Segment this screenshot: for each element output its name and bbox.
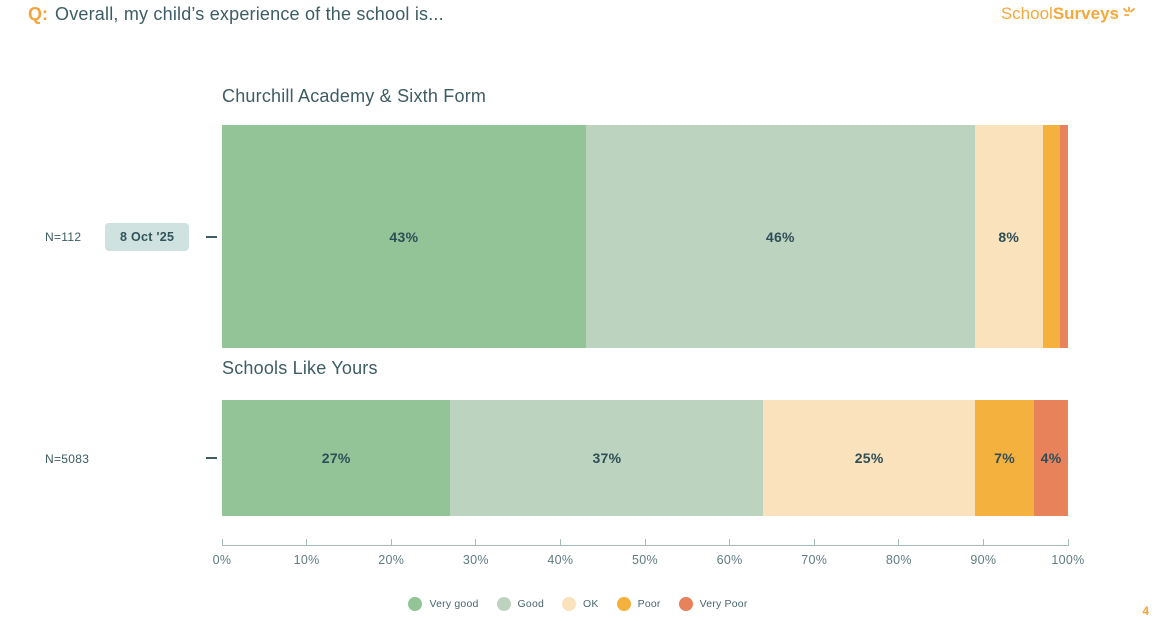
stacked-bar-benchmark: 27% 37% 25% 7% 4% (222, 400, 1068, 516)
x-axis-tick (559, 539, 561, 546)
x-axis-tick (390, 539, 392, 546)
legend-label: Very good (429, 598, 479, 610)
legend-label: Good (517, 598, 545, 610)
sample-size-label-benchmark: N=5083 (45, 452, 90, 466)
legend-item-good: Good (496, 597, 545, 611)
legend-item-poor: Poor (616, 597, 661, 611)
page-number: 4 (1142, 604, 1149, 618)
x-axis-tick (1067, 539, 1069, 546)
bar-segment-very-poor: 4% (1034, 400, 1068, 516)
x-axis-tick-label: 60% (716, 553, 743, 567)
segment-value-label: 7% (994, 450, 1015, 466)
x-axis-tick (644, 539, 646, 546)
x-axis-tick-label: 0% (212, 553, 232, 567)
schoolsurveys-logo: School Surveys (1001, 4, 1136, 24)
legend-item-ok: OK (562, 597, 599, 611)
logo-text-light: School (1000, 4, 1053, 23)
x-axis-tick-label: 40% (547, 553, 574, 567)
x-axis-tick-label: 80% (885, 553, 912, 567)
chart-title-benchmark: Schools Like Yours (222, 358, 378, 378)
legend-color-dot (408, 597, 423, 611)
x-axis-tick-label: 100% (1051, 553, 1085, 567)
legend-label: Poor (637, 598, 661, 610)
segment-value-label: 37% (592, 450, 622, 466)
bar-segment-poor (1042, 125, 1060, 348)
date-badge[interactable]: 8 Oct '25 (105, 223, 190, 251)
x-axis-tick-label: 70% (801, 553, 828, 567)
bar-segment-ok: 8% (974, 125, 1043, 348)
x-axis-tick-label: 90% (970, 553, 997, 567)
x-axis: 0% 10% 20% 30% 40% 50% 60% 70% 80% 90% 100% (213, 539, 1084, 579)
chart-title-school: Churchill Academy & Sixth Form (222, 86, 487, 106)
legend-color-dot (616, 597, 631, 611)
segment-value-label: 43% (389, 228, 419, 245)
x-axis-tick-label: 10% (293, 553, 320, 567)
x-axis-tick (221, 539, 223, 546)
x-axis-tick (729, 539, 731, 546)
x-axis-tick (813, 539, 815, 546)
x-axis-tick-label: 20% (378, 553, 405, 567)
legend-label: Very Poor (699, 598, 748, 610)
stacked-bar-school: 43% 46% 8% (222, 125, 1068, 348)
question-text: Overall, my child’s experience of the sc… (55, 4, 444, 24)
bar-segment-very-good: 43% (222, 125, 586, 348)
legend-label: OK (583, 598, 599, 610)
legend-item-very-poor: Very Poor (678, 597, 748, 611)
segment-value-label: 25% (854, 450, 884, 466)
x-axis-tick-label: 50% (632, 553, 658, 567)
segment-value-label: 46% (765, 228, 795, 245)
sample-size-label-school: N=112 (45, 230, 82, 244)
bar-segment-good: 37% (450, 400, 764, 516)
bar-segment-good: 46% (585, 125, 975, 348)
chart-legend: Very good Good OK Poor Very Poor (0, 597, 1156, 611)
logo-sparkle-icon (1123, 6, 1135, 16)
bar-segment-very-good: 27% (222, 400, 451, 516)
segment-value-label: 4% (1040, 450, 1062, 466)
legend-color-dot (496, 597, 511, 611)
x-axis-tick (982, 539, 984, 546)
bar-segment-ok: 25% (763, 400, 975, 516)
legend-color-dot (562, 597, 577, 611)
legend-item-very-good: Very good (408, 597, 478, 611)
legend-color-dot (678, 597, 693, 611)
logo-text-bold: Surveys (1052, 4, 1119, 23)
y-axis-tick-school (206, 236, 217, 238)
bar-segment-poor: 7% (974, 400, 1035, 516)
bar-segment-very-poor (1059, 125, 1068, 348)
segment-value-label: 8% (998, 228, 1020, 245)
question-prefix: Q: (28, 4, 48, 24)
x-axis-tick (475, 539, 477, 546)
x-axis-tick (306, 539, 308, 546)
y-axis-tick-benchmark (206, 457, 217, 459)
x-axis-tick-label: 30% (462, 553, 489, 567)
x-axis-tick (898, 539, 900, 546)
segment-value-label: 27% (321, 450, 351, 466)
